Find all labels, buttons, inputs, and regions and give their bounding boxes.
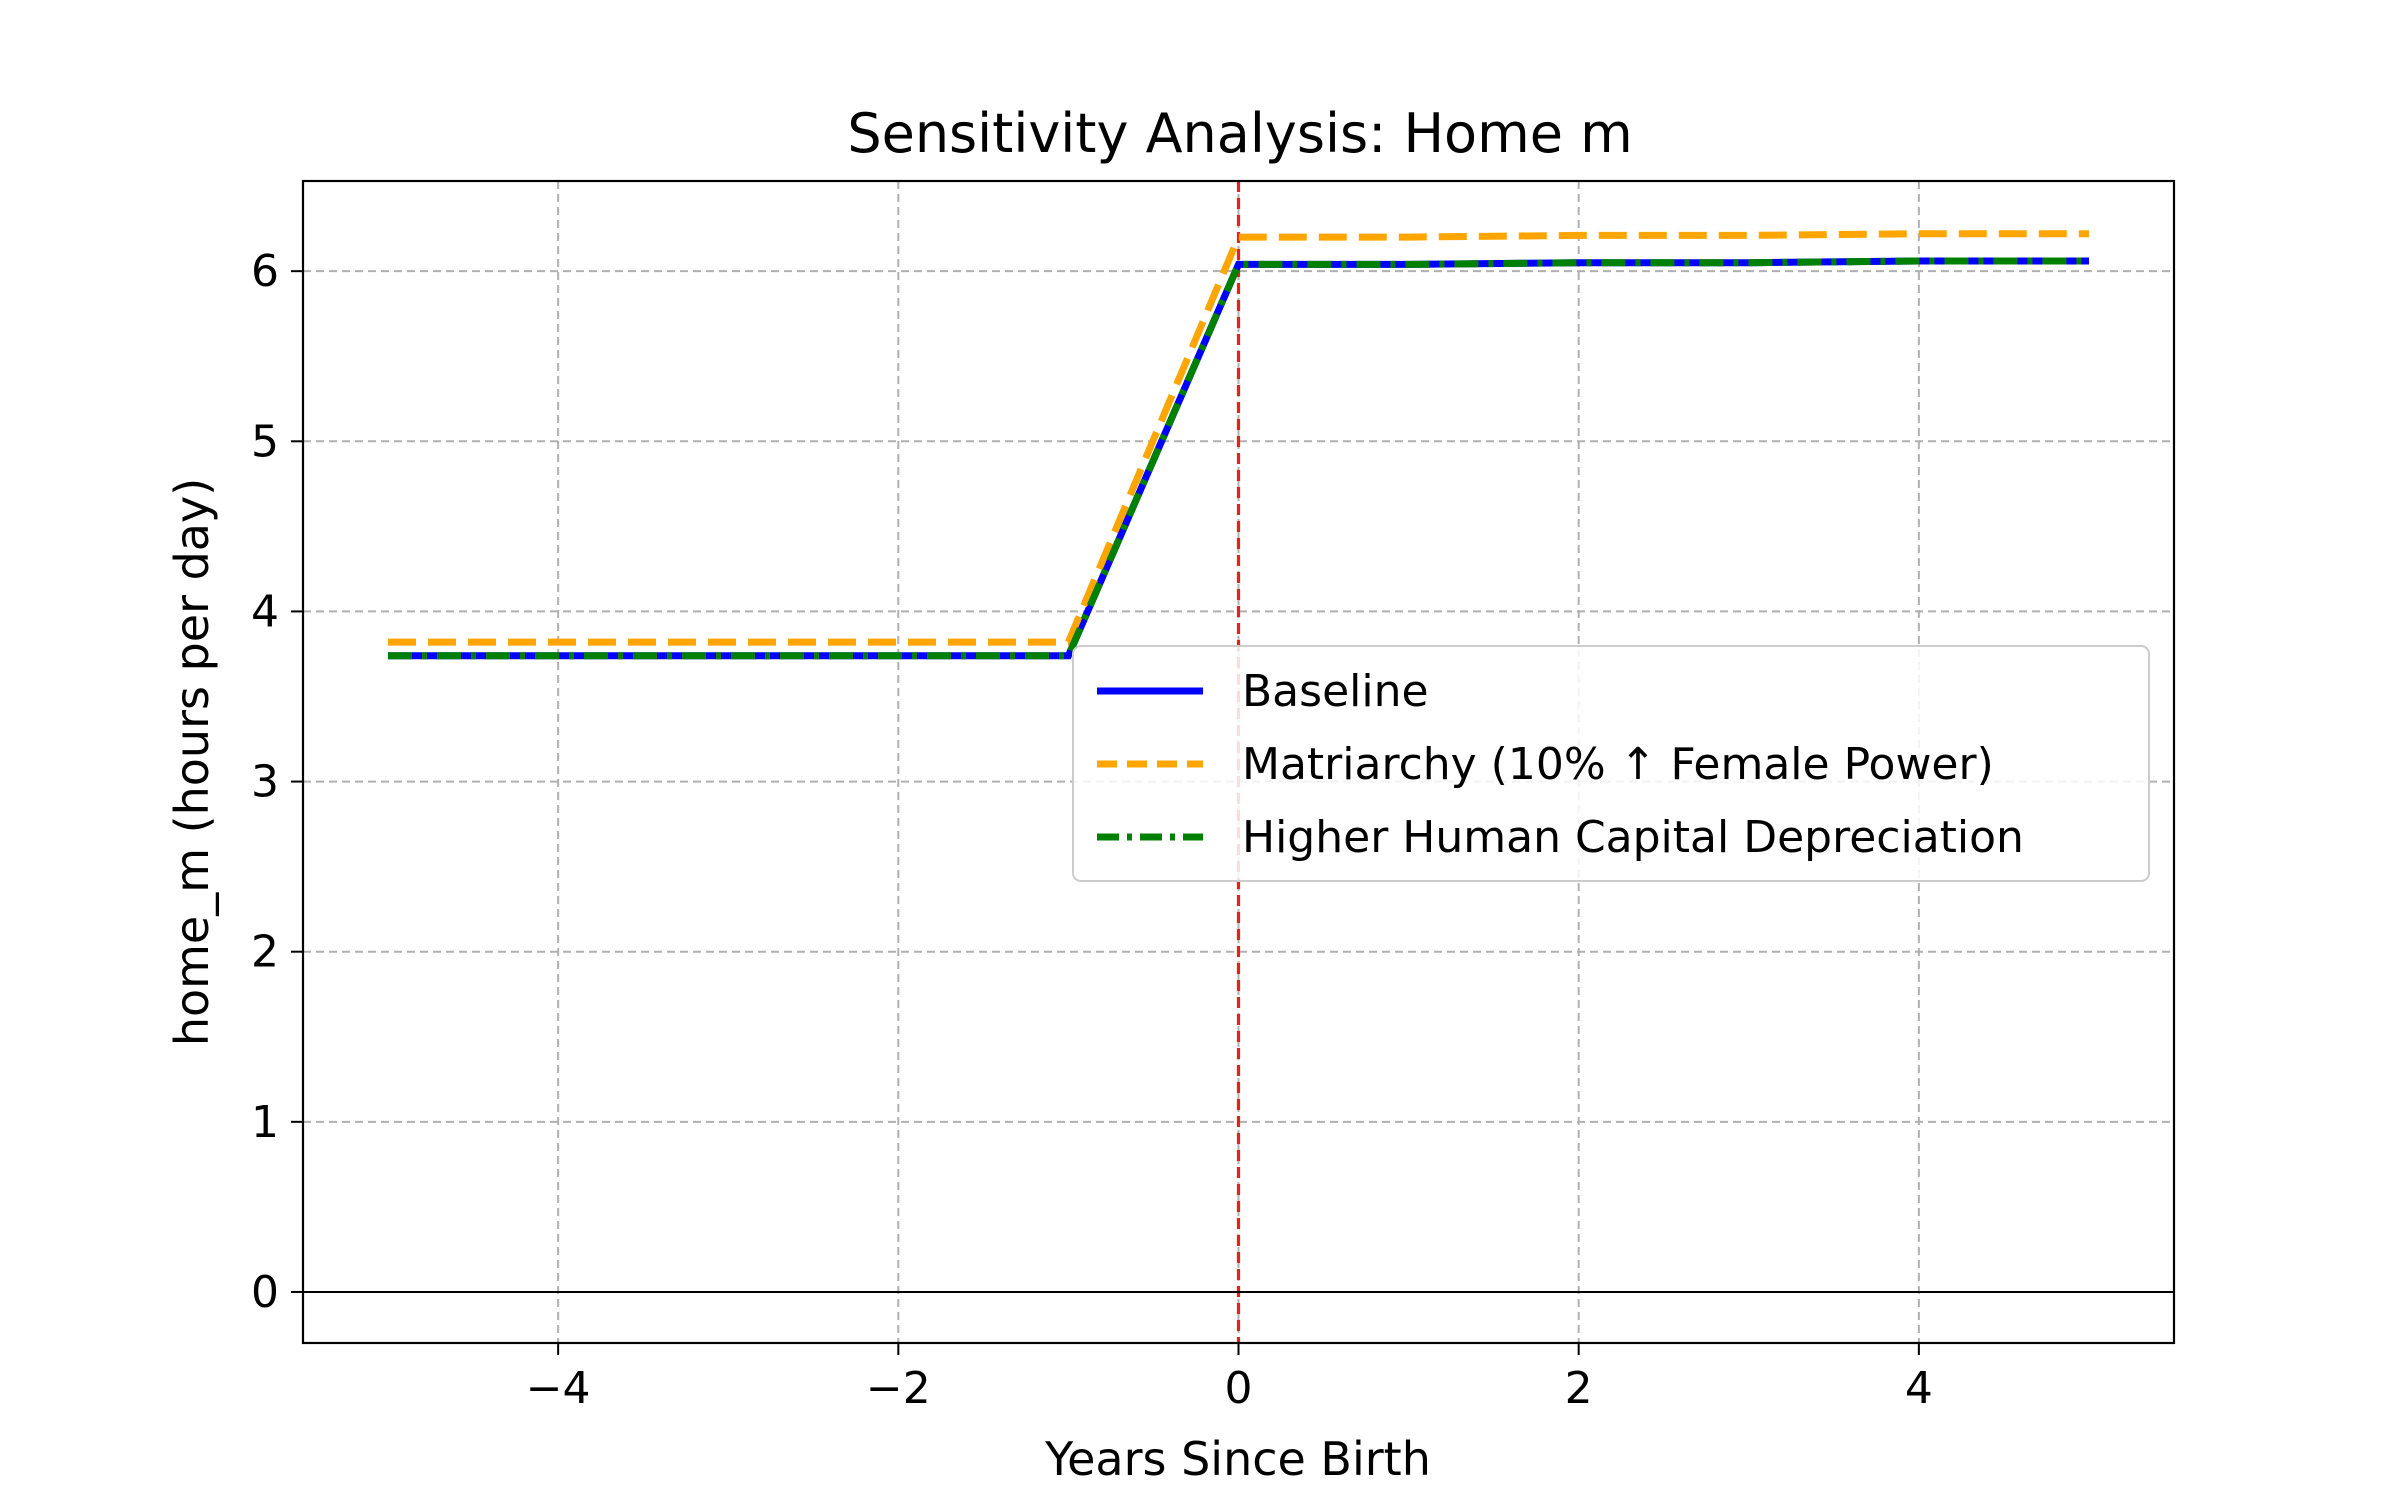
legend-box: [1072, 645, 2150, 882]
y-tick-label: 1: [251, 1097, 279, 1148]
legend: Baseline Matriarchy (10% ↑ Female Power) H…: [1072, 645, 2150, 882]
y-tick-label: 6: [251, 246, 279, 297]
y-tick-label: 3: [251, 757, 279, 808]
x-tick-label: 0: [1225, 1363, 1253, 1414]
series-line-1: [388, 230, 2089, 646]
x-tick-label: −4: [526, 1363, 591, 1414]
x-tick-label: −2: [866, 1363, 931, 1414]
y-axis-label: home_m (hours per day): [165, 478, 219, 1046]
y-tick-label: 5: [251, 416, 279, 467]
series-lines: [388, 230, 2089, 660]
y-tick-label: 4: [251, 586, 279, 637]
legend-label-2: Higher Human Capital Depreciation: [1242, 812, 2024, 863]
series-line-2: [388, 257, 2089, 660]
y-tick-label: 2: [251, 927, 279, 978]
legend-label-1: Matriarchy (10% ↑ Female Power): [1242, 739, 1994, 790]
axis-ticks: −4 −2 0 2 4 0 1 2 3 4 5 6: [251, 246, 1933, 1414]
grid: [303, 181, 2174, 1343]
x-tick-label: 4: [1905, 1363, 1933, 1414]
x-tick-label: 2: [1565, 1363, 1593, 1414]
chart-title: Sensitivity Analysis: Home m: [847, 102, 1632, 165]
y-tick-label: 0: [251, 1267, 279, 1318]
x-axis-label: Years Since Birth: [1044, 1432, 1431, 1486]
legend-label-0: Baseline: [1242, 666, 1429, 717]
